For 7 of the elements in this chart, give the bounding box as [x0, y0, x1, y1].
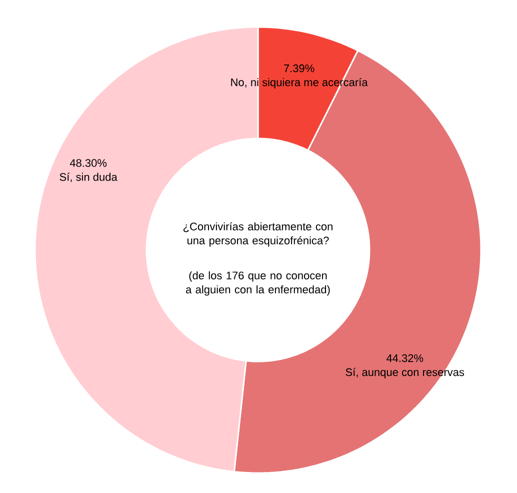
- data-label: 7.39%: [284, 64, 314, 72]
- text: ¿Convivirías abiertamente con una persona esquizofrénica?: [184, 222, 332, 247]
- text: (de los 176 que no conocen a alguien con la enfermedad): [186, 271, 330, 296]
- data-label: 44.32%: [386, 354, 424, 362]
- data-label: 48.30%: [70, 159, 107, 167]
- slice-label: Sí, aunque con reservas: [346, 368, 464, 378]
- slice-label: Sí, sin duda: [60, 172, 118, 182]
